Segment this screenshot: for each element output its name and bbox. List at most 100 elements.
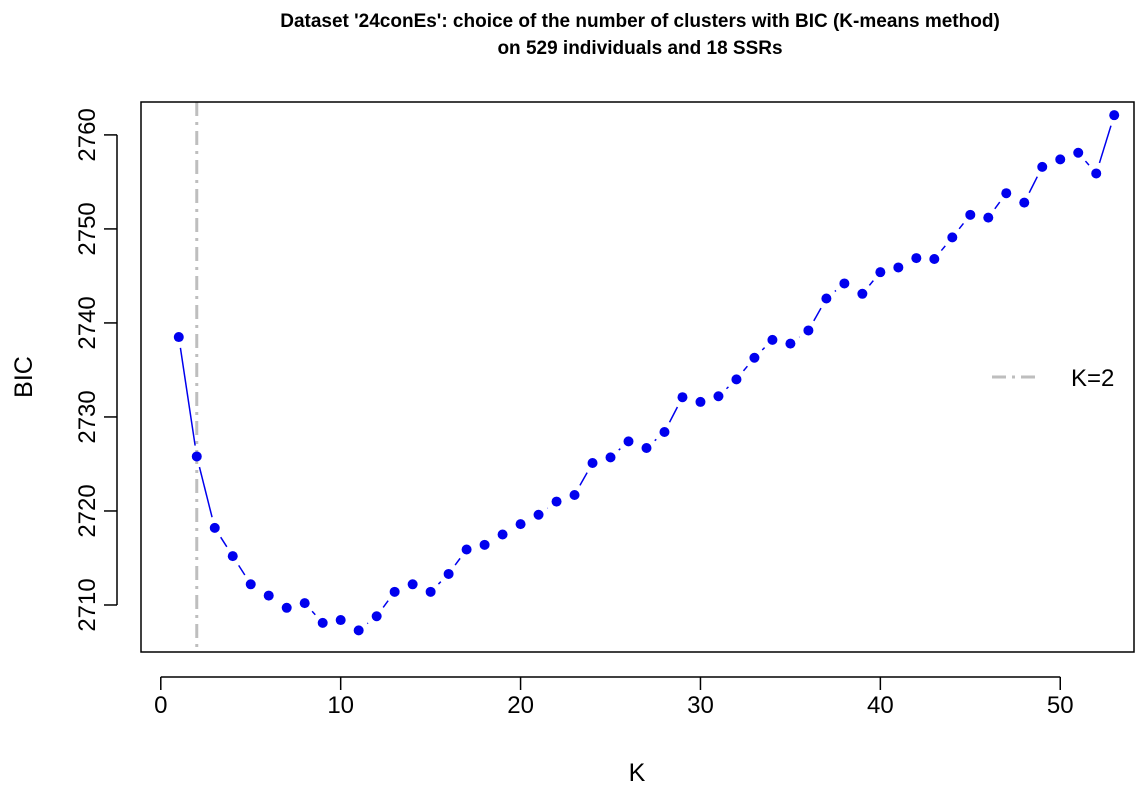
series-segment <box>238 564 246 576</box>
data-point <box>353 625 364 636</box>
plot-frame <box>140 101 1135 653</box>
series-segment <box>618 448 621 451</box>
series-segment <box>940 245 946 252</box>
data-point <box>1073 147 1084 158</box>
series-segment <box>725 386 729 390</box>
chart-subtitle: on 529 individuals and 18 SSRs <box>497 38 782 59</box>
x-tick-label: 50 <box>1047 692 1074 719</box>
bic-series-points <box>173 110 1120 636</box>
y-tick-label: 2720 <box>74 484 101 537</box>
y-axis: 2710 2720 2730 2740 2750 2760 <box>74 108 118 632</box>
data-point <box>515 519 526 530</box>
data-point <box>839 278 850 289</box>
data-point <box>335 615 346 626</box>
data-point <box>821 293 832 304</box>
data-point <box>551 496 562 507</box>
series-segment <box>1028 176 1038 194</box>
data-point <box>191 451 202 462</box>
data-point <box>317 617 328 628</box>
y-axis-title: BIC <box>10 356 38 398</box>
data-point <box>209 522 220 533</box>
legend: K=2 <box>992 365 1114 392</box>
data-point <box>1001 188 1012 199</box>
data-point <box>659 427 670 437</box>
data-point <box>605 452 616 463</box>
bic-series-line <box>179 125 1112 625</box>
data-point <box>623 436 634 447</box>
data-point <box>767 334 778 345</box>
data-point <box>875 267 886 278</box>
series-segment <box>1098 125 1112 164</box>
series-segment <box>834 289 837 293</box>
data-point <box>443 568 454 579</box>
data-point <box>983 212 994 223</box>
y-tick-label: 2740 <box>74 296 101 349</box>
series-segment <box>366 622 369 625</box>
series-segment <box>1084 160 1090 166</box>
x-axis-title: K <box>629 759 646 787</box>
data-point <box>533 509 544 520</box>
data-point <box>1055 154 1066 165</box>
data-point <box>281 602 292 613</box>
y-tick-label: 2730 <box>74 390 101 443</box>
series-segment <box>311 610 316 616</box>
series-segment <box>742 365 748 372</box>
data-point <box>569 489 580 500</box>
data-point <box>641 442 652 453</box>
data-point <box>587 458 598 469</box>
data-point <box>1037 161 1048 172</box>
x-tick-label: 0 <box>154 692 167 719</box>
data-point <box>893 262 904 273</box>
series-segment <box>579 472 588 486</box>
series-segment <box>437 581 442 585</box>
data-point <box>947 232 958 243</box>
legend-label-k2: K=2 <box>1071 365 1114 392</box>
data-point <box>173 332 184 343</box>
series-segment <box>198 466 213 518</box>
data-point <box>1091 168 1102 179</box>
data-point <box>929 254 940 265</box>
y-tick-label: 2750 <box>74 202 101 255</box>
series-segment <box>454 557 461 566</box>
x-tick-label: 20 <box>507 692 534 719</box>
series-segment <box>382 600 389 608</box>
data-point <box>425 586 436 597</box>
data-point <box>857 288 868 299</box>
series-segment <box>994 201 1001 210</box>
data-point <box>911 253 922 264</box>
x-tick-label: 10 <box>327 692 354 719</box>
series-segment <box>813 307 822 322</box>
data-point <box>785 338 796 349</box>
data-point <box>371 611 382 622</box>
series-segment <box>868 280 874 286</box>
x-tick-label: 30 <box>687 692 714 719</box>
data-point <box>1109 110 1120 121</box>
plot-area <box>173 102 1120 652</box>
data-point <box>749 352 760 363</box>
data-point <box>1019 197 1030 208</box>
data-point <box>407 579 418 590</box>
series-segment <box>220 536 228 548</box>
y-tick-label: 2710 <box>74 578 101 631</box>
data-point <box>245 579 256 590</box>
data-point <box>803 325 814 336</box>
x-tick-label: 40 <box>867 692 894 719</box>
data-point <box>497 529 508 540</box>
series-segment <box>179 347 196 446</box>
data-point <box>695 396 706 407</box>
data-point <box>731 374 742 385</box>
series-segment <box>654 438 657 442</box>
chart-title: Dataset '24conEs': choice of the number … <box>280 11 1000 32</box>
series-segment <box>761 347 766 351</box>
data-point <box>389 586 400 597</box>
data-point <box>965 209 976 220</box>
data-point <box>263 590 274 601</box>
series-segment <box>668 406 679 423</box>
data-point <box>677 392 688 403</box>
data-point <box>479 539 490 550</box>
data-point <box>299 598 310 609</box>
data-point <box>461 544 472 555</box>
y-tick-label: 2760 <box>74 108 101 161</box>
data-point <box>227 551 238 562</box>
